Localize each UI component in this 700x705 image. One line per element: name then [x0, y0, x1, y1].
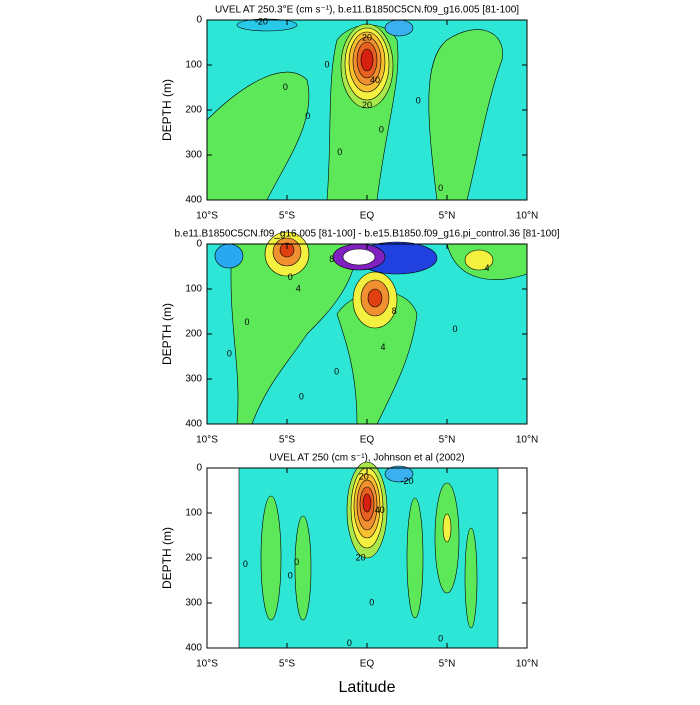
contour-label: 0 — [416, 95, 421, 105]
x-tick-label: 10°N — [516, 211, 538, 222]
y-axis-label: DEPTH (m) — [160, 527, 174, 589]
y-tick-label: 400 — [185, 419, 202, 430]
contour-label: 0 — [438, 633, 443, 643]
x-tick-label: 5°S — [279, 435, 296, 446]
x-tick-label: 5°N — [439, 211, 456, 222]
contour-label: 0 — [324, 59, 329, 69]
contour-label: 4 — [484, 263, 489, 273]
contour-label: 0 — [438, 183, 443, 193]
contour-label: 0 — [294, 557, 299, 567]
contour-label: 0 — [347, 638, 352, 648]
x-tick-label: EQ — [360, 435, 375, 446]
x-tick-label: 5°S — [279, 211, 296, 222]
y-axis-label: DEPTH (m) — [160, 79, 174, 141]
contour-label: 0 — [452, 324, 457, 334]
contour-fill — [206, 231, 528, 425]
x-axis-label: Latitude — [339, 679, 396, 696]
contour-label: 40 — [375, 505, 385, 515]
contour-label: 0 — [299, 391, 304, 401]
x-tick-label: 10°N — [516, 435, 538, 446]
y-tick-label: 200 — [185, 329, 202, 340]
contour-label: 0 — [305, 111, 310, 121]
y-tick-label: 0 — [196, 15, 202, 26]
y-tick-label: 300 — [185, 374, 202, 385]
contour-label: 0 — [243, 559, 248, 569]
contour-label: 0 — [379, 125, 384, 135]
contour-label: 4 — [296, 283, 301, 293]
x-tick-label: 5°N — [439, 659, 456, 670]
x-tick-label: 10°S — [196, 211, 218, 222]
contour-label: 0 — [283, 82, 288, 92]
contour-label: 40 — [370, 75, 380, 85]
contour-label: 20 — [362, 100, 372, 110]
y-tick-label: 100 — [185, 60, 202, 71]
contour-label: -20 — [400, 476, 413, 486]
y-tick-label: 200 — [185, 553, 202, 564]
y-tick-label: 0 — [196, 239, 202, 250]
y-tick-label: 200 — [185, 105, 202, 116]
contour-label: 0 — [369, 597, 374, 607]
contour-label: 0 — [288, 272, 293, 282]
contour-label: 0 — [244, 317, 249, 327]
y-tick-label: 400 — [185, 643, 202, 654]
contour-label: 0 — [334, 367, 339, 377]
contour-label: 8 — [329, 254, 334, 264]
contour-fill — [206, 18, 528, 201]
y-tick-label: 400 — [185, 195, 202, 206]
contour-label: 0 — [337, 147, 342, 157]
y-tick-label: 300 — [185, 598, 202, 609]
y-tick-label: 100 — [185, 508, 202, 519]
contour-label: -20 — [255, 17, 268, 27]
contour-fill — [238, 461, 499, 649]
contour-label: 20 — [356, 552, 366, 562]
x-tick-label: 10°S — [196, 659, 218, 670]
x-tick-label: EQ — [360, 211, 375, 222]
x-tick-label: 10°N — [516, 659, 538, 670]
contour-label: 20 — [362, 32, 372, 42]
contour-label: 20 — [359, 471, 369, 481]
y-tick-label: 300 — [185, 150, 202, 161]
contour-label: 0 — [227, 349, 232, 359]
contour-label: 4 — [380, 342, 385, 352]
x-tick-label: 5°N — [439, 435, 456, 446]
contour-label: 8 — [392, 306, 397, 316]
chart-title: b.e11.B1850C5CN.f09_g16.005 [81-100] - b… — [174, 229, 559, 240]
y-tick-label: 0 — [196, 463, 202, 474]
x-tick-label: 10°S — [196, 435, 218, 446]
y-axis-label: DEPTH (m) — [160, 303, 174, 365]
x-tick-label: EQ — [360, 659, 375, 670]
x-tick-label: 5°S — [279, 659, 296, 670]
chart-title: UVEL AT 250.3°E (cm s⁻¹), b.e11.B1850C5C… — [215, 5, 519, 16]
chart-title: UVEL AT 250 (cm s⁻¹), Johnson et al (200… — [269, 453, 464, 464]
y-tick-label: 100 — [185, 284, 202, 295]
contour-label: 0 — [288, 570, 293, 580]
